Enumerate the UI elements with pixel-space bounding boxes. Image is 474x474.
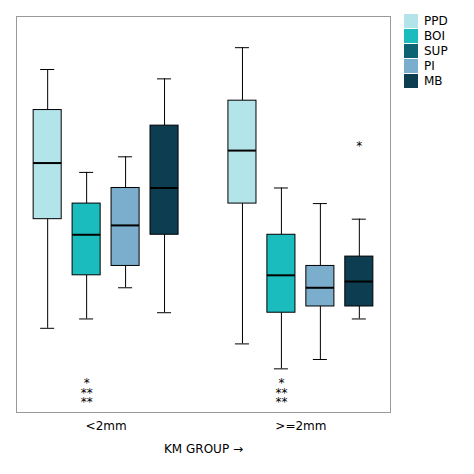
html-text:PPD: PPD	[424, 14, 448, 28]
svg-text:>=2mm: >=2mm	[275, 419, 326, 433]
html-text:BOI: BOI	[424, 29, 445, 43]
svg-text:KM GROUP →: KM GROUP →	[164, 442, 243, 456]
svg-text:*: *	[356, 139, 362, 153]
html-text:SUP: SUP	[424, 44, 448, 58]
svg-text:<2mm: <2mm	[86, 419, 127, 433]
html-text:PI: PI	[424, 59, 435, 73]
svg-text:**: **	[81, 395, 93, 409]
html-text:MB: MB	[424, 74, 443, 88]
svg-text:**: **	[275, 395, 287, 409]
